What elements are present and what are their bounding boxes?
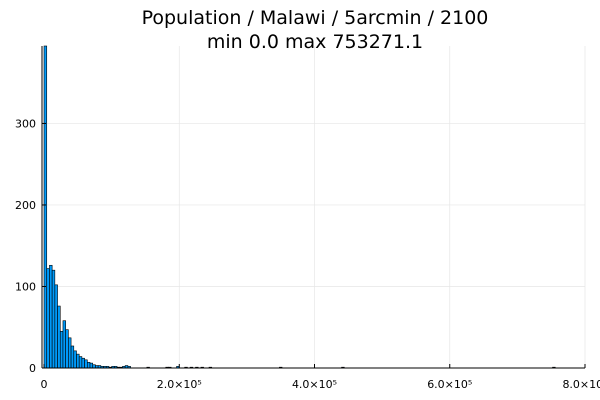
grid-lines [42,46,586,369]
y-tick-label-3: 300 [15,117,36,130]
histogram-bar-15 [84,359,88,369]
x-tick-label-0: 0 [41,378,48,391]
histogram-bar-9 [68,337,72,369]
histogram-bar-16 [87,361,91,369]
histogram-bar-4 [54,284,58,369]
x-tick-label-1: 2.0×10⁵ [157,378,202,391]
histogram-bar-5 [57,305,61,369]
histogram-bar-6 [59,331,64,369]
histogram-bars [43,45,556,369]
histogram-bar-1 [46,268,50,369]
y-tick-label-1: 100 [15,280,36,293]
x-tick-label-2: 4.0×10⁵ [292,378,337,391]
tick-marks [42,122,586,369]
x-tick-label-4: 8.0×10⁵ [562,378,600,391]
histogram-bar-13 [78,356,83,369]
chart-subtitle: min 0.0 max 753271.1 [207,31,423,53]
histogram-bar-2 [49,264,53,369]
histogram-bar-14 [81,357,85,369]
histogram-bar-3 [51,269,56,369]
histogram-bar-8 [65,329,69,369]
histogram-bar-10 [70,345,75,369]
y-tick-label-0: 0 [29,362,36,375]
x-tick-label-3: 6.0×10⁵ [427,378,472,391]
y-tick-label-2: 200 [15,199,36,212]
histogram-bar-0 [43,45,48,369]
chart-title: Population / Malawi / 5arcmin / 2100 [142,7,489,29]
histogram-bar-11 [73,350,77,369]
histogram-bar-17 [89,362,94,369]
histogram-bar-12 [76,353,80,369]
tick-labels: 0 2.0×10⁵ 4.0×10⁵ 6.0×10⁵ 8.0×10⁵ 0 100 200 300 [15,117,600,391]
histogram-bar-7 [62,320,66,369]
